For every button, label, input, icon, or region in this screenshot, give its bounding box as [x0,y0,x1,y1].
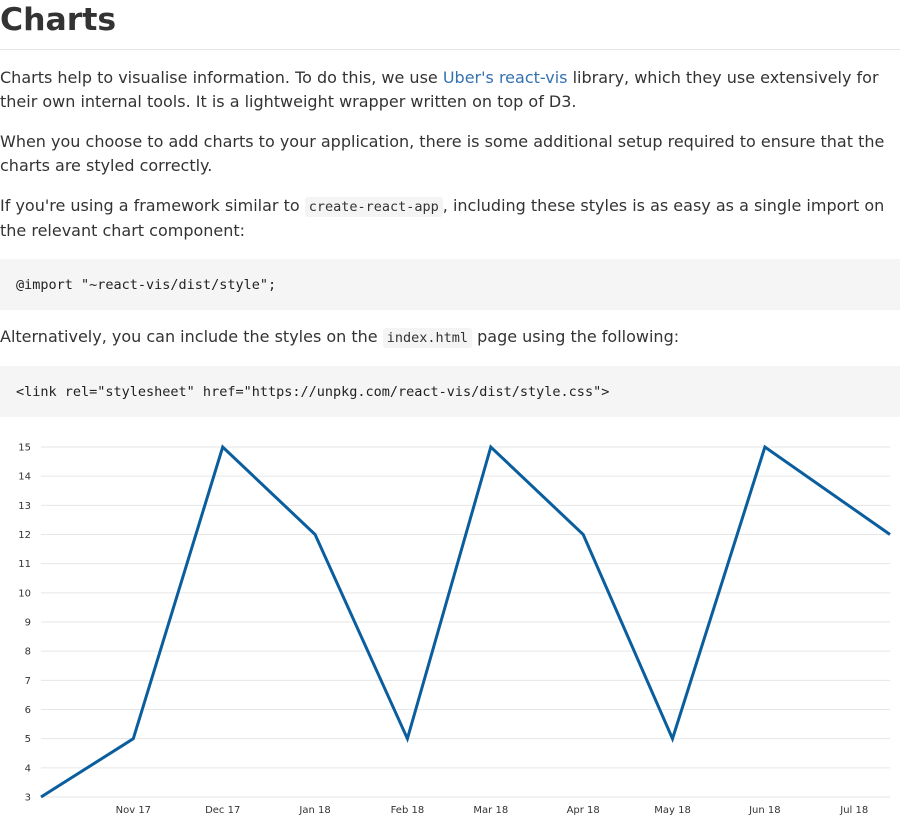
framework-text-after: , including these styles is as easy as a… [0,196,885,240]
chart-series [40,444,891,799]
intro-paragraph: Charts help to visualise information. To… [0,66,900,114]
y-tick-label: 4 [25,763,31,774]
y-tick-label: 15 [18,443,31,454]
intro-text-after: library, which they use extensively for … [0,68,879,111]
y-tick-label: 8 [25,647,31,658]
x-tick-label: Mar 18 [473,805,508,816]
y-tick-label: 11 [18,559,31,570]
inline-code-create-react-app: create-react-app [304,197,443,217]
setup-paragraph: When you choose to add charts to your ap… [0,132,885,175]
line-chart-svg: 3 4 5 6 7 8 9 10 11 12 13 14 15 Nov 17 Dec 17 Jan 18 Fe… [18,443,891,816]
intro-text-before: Charts help to visualise information. To… [0,68,443,87]
y-tick-label: 5 [25,734,31,745]
y-tick-label: 7 [25,676,31,687]
x-tick-label: Jul 18 [839,805,868,816]
y-tick-label: 12 [18,530,31,541]
y-tick-label: 14 [18,472,31,483]
framework-paragraph: If you're using a framework similar to c… [0,194,900,243]
y-tick-label: 9 [25,618,31,629]
x-tick-label: Jan 18 [298,805,330,816]
x-tick-label: Nov 17 [116,805,151,816]
line-chart: 3 4 5 6 7 8 9 10 11 12 13 14 15 Nov 17 Dec 17 Jan 18 Fe… [0,430,900,830]
code-block-import: @import "~react-vis/dist/style"; [0,259,900,310]
x-tick-label: Apr 18 [567,805,600,816]
chart-grid [41,446,890,798]
x-tick-label: May 18 [654,805,691,816]
page-title: Charts [0,0,900,50]
series-line [40,444,891,799]
react-vis-link[interactable]: Uber's react-vis [442,68,568,87]
x-tick-label: Jun 18 [748,805,781,816]
chart-x-axis: Nov 17 Dec 17 Jan 18 Feb 18 Mar 18 Apr 18 May … [116,805,869,816]
y-tick-label: 13 [18,501,31,512]
chart-y-axis: 3 4 5 6 7 8 9 10 11 12 13 14 15 [18,443,31,804]
inline-code-index-html: index.html [382,328,473,348]
y-tick-label: 6 [25,705,31,716]
alternative-text-after: page using the following: [472,327,680,346]
framework-text-before: If you're using a framework similar to [0,196,305,215]
alternative-paragraph: Alternatively, you can include the style… [0,325,900,350]
x-tick-label: Feb 18 [391,805,425,816]
alternative-text-before: Alternatively, you can include the style… [0,327,383,346]
y-tick-label: 3 [25,793,31,804]
x-tick-label: Dec 17 [205,805,240,816]
y-tick-label: 10 [18,588,31,599]
code-block-link-tag: <link rel="stylesheet" href="https://unp… [0,366,900,417]
